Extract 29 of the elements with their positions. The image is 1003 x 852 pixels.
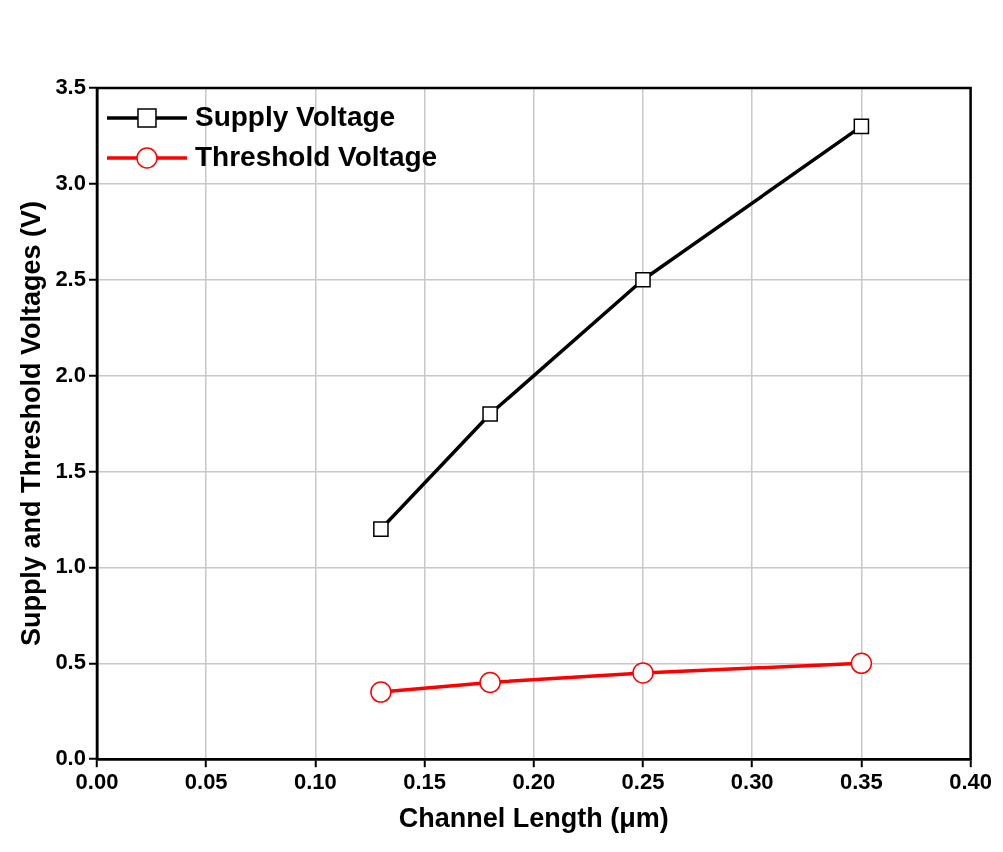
x-axis-title: Channel Length (μm): [398, 803, 669, 834]
point: [853, 118, 870, 135]
y-tick-label: 2.5: [55, 265, 86, 291]
point: [479, 671, 501, 694]
x-tick-label: 0.00: [75, 769, 119, 795]
point: [635, 271, 651, 288]
legend-label: Supply Voltage: [194, 100, 396, 132]
y-tick-label: 1.5: [55, 457, 86, 483]
y-tick-label: 3.5: [55, 74, 86, 100]
y-axis-title: Supply and Threshold Voltages (V): [15, 201, 46, 647]
point: [373, 521, 389, 537]
point: [632, 662, 654, 684]
y-tick-label: 1.0: [55, 553, 86, 579]
x-tick-label: 0.05: [184, 769, 228, 795]
x-tick-label: 0.35: [839, 769, 883, 795]
x-tick-label: 0.15: [403, 769, 446, 795]
legend-label: Threshold Voltage: [194, 140, 438, 172]
x-tick-label: 0.10: [293, 769, 337, 795]
point: [482, 406, 498, 422]
x-tick-label: 0.40: [949, 769, 992, 795]
y-tick-label: 2.0: [55, 361, 86, 387]
x-tick-label: 0.30: [730, 769, 774, 795]
point: [850, 652, 873, 675]
x-tick-label: 0.25: [621, 769, 665, 795]
y-tick-label: 0.5: [55, 649, 86, 675]
y-tick-label: 0.0: [55, 745, 86, 771]
x-tick-label: 0.20: [512, 769, 556, 795]
y-tick-label: 3.0: [55, 169, 86, 195]
point: [370, 681, 392, 703]
